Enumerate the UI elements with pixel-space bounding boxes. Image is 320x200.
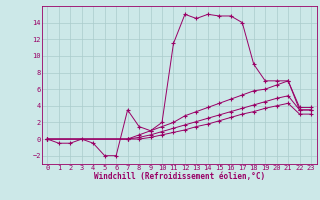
X-axis label: Windchill (Refroidissement éolien,°C): Windchill (Refroidissement éolien,°C) [94,172,265,181]
